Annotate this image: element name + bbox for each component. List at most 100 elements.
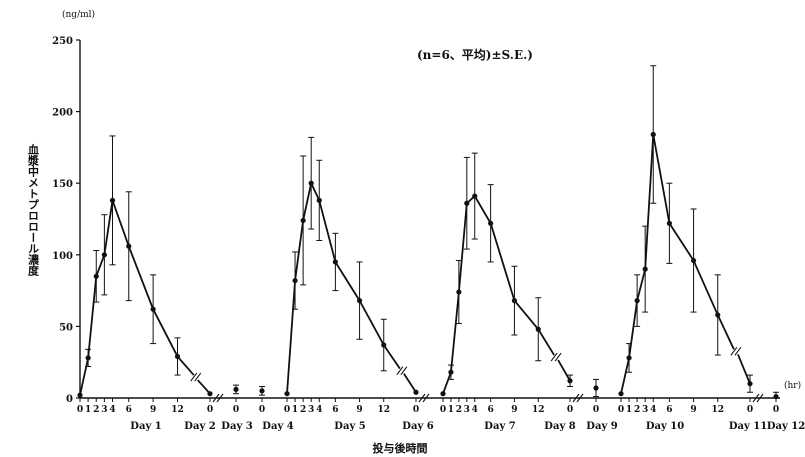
y-tick-label: 250 [52, 36, 73, 47]
data-point [747, 381, 753, 387]
x-tick-label: 12 [171, 405, 184, 415]
data-point [109, 197, 116, 203]
y-tick-label: 100 [52, 251, 73, 262]
axis-break-mark [212, 393, 220, 403]
axis-break-mark [216, 393, 224, 403]
data-point [535, 326, 541, 332]
day-label: Day 12 [767, 421, 805, 432]
data-point [488, 220, 494, 226]
data-point [634, 298, 640, 304]
x-tick-label: 1 [85, 405, 91, 415]
x-tick-label: 0 [618, 405, 624, 415]
data-point [292, 277, 298, 284]
x-tick-label: 9 [690, 405, 696, 415]
x-tick-label: 6 [126, 405, 132, 415]
y-tick-label: 0 [66, 394, 73, 405]
data-point [464, 200, 470, 206]
x-tick-label: 0 [284, 405, 290, 415]
axis-break-mark [400, 366, 408, 375]
day-label: Day 11 [729, 421, 767, 432]
day-label: Day 5 [334, 421, 365, 432]
data-point [618, 391, 624, 397]
data-point [126, 243, 132, 249]
series-line [442, 194, 555, 395]
x-unit-label: (hr) [784, 380, 801, 391]
series-line-tail [197, 379, 211, 395]
series-line-tail [557, 359, 571, 382]
data-point [316, 197, 322, 203]
data-point [440, 391, 446, 397]
x-axis-title: 投与後時間 [373, 441, 428, 455]
x-tick-label: 6 [332, 405, 338, 415]
axis-break-mark [734, 346, 742, 356]
x-tick-label: 4 [650, 405, 656, 415]
axis-break-mark [572, 393, 580, 403]
x-tick-label: 3 [642, 405, 648, 415]
data-point [472, 193, 478, 199]
axis-break-mark [730, 346, 738, 356]
x-tick-label: 2 [300, 405, 306, 415]
y-axis-title: 血漿中メトプロロール濃度 [27, 143, 41, 277]
data-point [448, 369, 454, 375]
axis-break-mark [752, 393, 760, 403]
axis-break-mark [554, 352, 562, 362]
series-line [286, 180, 401, 394]
x-tick-label: 6 [487, 405, 493, 415]
x-tick-label: 0 [207, 405, 213, 415]
x-tick-label: 0 [440, 405, 446, 415]
day-label: Day 4 [262, 421, 293, 432]
series-line-tail [737, 353, 751, 385]
data-point [593, 385, 599, 391]
axis-break-mark [396, 366, 404, 375]
x-tick-label: 9 [356, 405, 362, 415]
x-tick-label: 2 [634, 405, 640, 415]
data-point [332, 259, 338, 265]
x-tick-label: 0 [747, 405, 753, 415]
axis-break-mark [422, 393, 430, 403]
x-tick-label: 0 [413, 405, 419, 415]
x-tick-label: 9 [511, 405, 517, 415]
day-label: Day 2 [184, 421, 215, 432]
y-unit-label: (ng/ml) [62, 9, 95, 20]
x-tick-label: 1 [448, 405, 454, 415]
data-point [207, 391, 213, 397]
x-tick-label: 3 [464, 405, 470, 415]
data-point [511, 298, 518, 304]
chart-annotation: (n=6、平均)±S.E.) [417, 47, 533, 62]
data-point [690, 257, 697, 264]
data-point [300, 217, 306, 224]
data-point [650, 131, 656, 138]
day-label: Day 6 [402, 421, 433, 432]
data-point [715, 312, 721, 318]
data-point [666, 220, 672, 226]
y-tick-label: 200 [52, 108, 73, 119]
x-tick-label: 4 [316, 405, 322, 415]
axis-break-mark [190, 372, 198, 382]
data-point [308, 180, 314, 186]
data-point [174, 353, 181, 360]
axis-break-mark [576, 393, 584, 403]
x-tick-label: 0 [259, 405, 265, 415]
axis-break-mark [550, 352, 558, 362]
x-tick-label: 2 [456, 405, 462, 415]
x-tick-label: 3 [101, 405, 107, 415]
x-tick-label: 12 [711, 405, 724, 415]
x-tick-label: 0 [773, 405, 779, 415]
day-label: Day 3 [221, 421, 252, 432]
series-line-tail [403, 373, 417, 393]
day-label: Day 9 [586, 421, 617, 432]
axis-break-mark [418, 393, 426, 403]
x-tick-label: 4 [472, 405, 478, 415]
x-tick-label: 9 [150, 405, 156, 415]
axis-break-mark [756, 393, 764, 403]
data-point [567, 378, 573, 384]
x-tick-label: 12 [377, 405, 390, 415]
data-point [456, 289, 462, 295]
series-line [79, 200, 195, 396]
data-point [77, 392, 83, 398]
day-label: Day 10 [646, 421, 684, 432]
data-point [93, 273, 99, 279]
data-point [381, 342, 387, 348]
x-tick-label: 0 [593, 405, 599, 415]
